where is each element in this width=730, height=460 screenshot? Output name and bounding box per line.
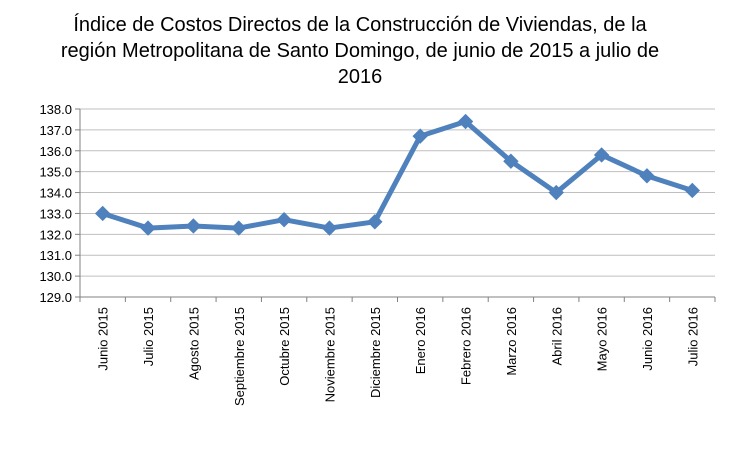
- data-point: [367, 214, 383, 230]
- x-tick-label: Enero 2016: [413, 307, 428, 374]
- chart-title: Índice de Costos Directos de la Construc…: [60, 14, 660, 88]
- y-tick-label: 138.0: [39, 102, 72, 117]
- series-line: [101, 119, 694, 231]
- data-point: [593, 147, 610, 163]
- y-tick-label: 137.0: [39, 123, 72, 138]
- x-tick-label: Noviembre 2015: [322, 307, 337, 402]
- x-tick-label: Julio 2016: [685, 307, 700, 366]
- data-point: [457, 113, 474, 130]
- data-point: [276, 212, 292, 228]
- x-tick-label: Marzo 2016: [504, 307, 519, 376]
- data-point: [94, 205, 111, 222]
- data-point: [503, 153, 519, 169]
- x-tick-label: Junio 2016: [640, 307, 655, 371]
- y-tick-label: 133.0: [39, 206, 72, 221]
- data-point: [231, 220, 247, 236]
- x-tick-label: Octubre 2015: [277, 307, 292, 386]
- data-point: [321, 220, 338, 236]
- y-tick-label: 130.0: [39, 269, 72, 284]
- data-point: [185, 218, 202, 234]
- x-tick-label: Febrero 2016: [459, 307, 474, 385]
- y-tick-label: 129.0: [39, 290, 72, 305]
- y-tick-label: 136.0: [39, 144, 72, 159]
- data-point: [412, 128, 428, 144]
- x-tick-label: Junio 2015: [96, 307, 111, 371]
- y-tick-label: 132.0: [39, 227, 72, 242]
- data-point: [140, 220, 156, 236]
- y-tick-label: 131.0: [39, 248, 72, 263]
- x-tick-label: Septiembre 2015: [232, 307, 247, 406]
- data-point: [548, 184, 564, 201]
- x-tick-label: Diciembre 2015: [368, 307, 383, 398]
- y-tick-label: 134.0: [39, 186, 72, 201]
- data-point: [684, 182, 701, 199]
- y-tick-label: 135.0: [39, 165, 72, 180]
- x-tick-label: Mayo 2016: [595, 307, 610, 371]
- x-tick-label: Agosto 2015: [186, 307, 201, 380]
- x-tick-label: Abril 2016: [549, 307, 564, 366]
- data-point: [639, 168, 655, 184]
- x-tick-label: Julio 2015: [141, 307, 156, 366]
